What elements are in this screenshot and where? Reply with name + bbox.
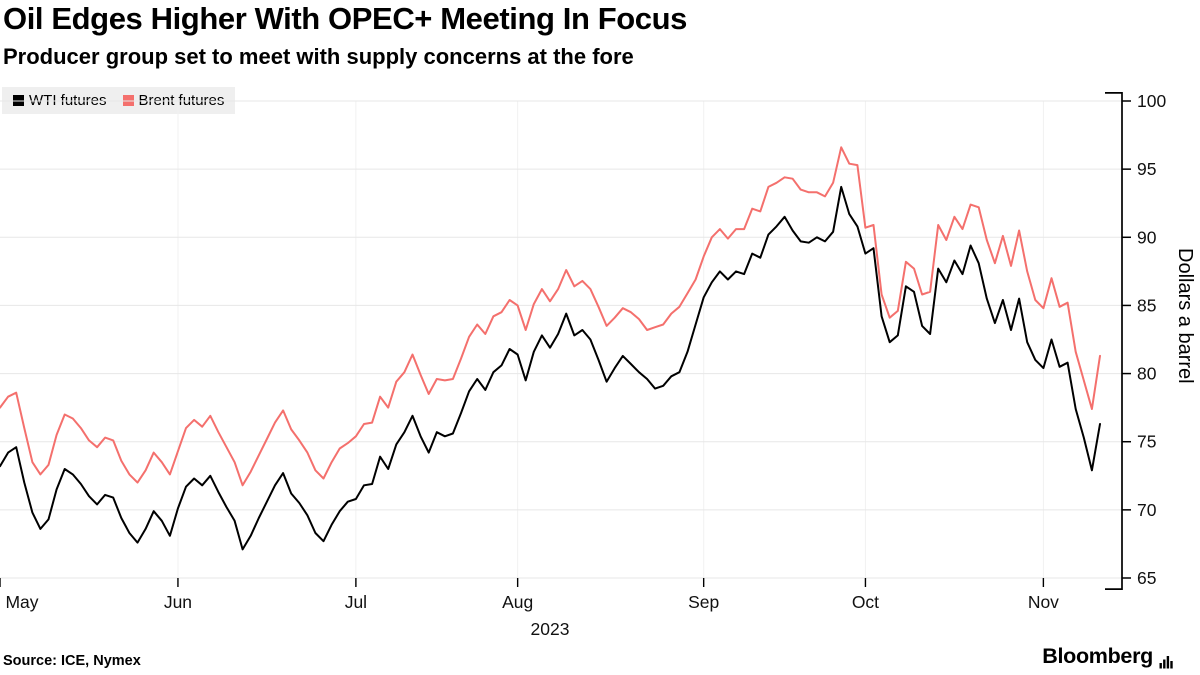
- x-tick-label: May: [5, 592, 38, 612]
- page-subtitle: Producer group set to meet with supply c…: [3, 44, 634, 69]
- x-tick-label: Jul: [345, 592, 367, 612]
- y-axis-title: Dollars a barrel: [1174, 248, 1196, 384]
- source-note: Source: ICE, Nymex: [3, 653, 141, 669]
- price-chart: 65 70 75 80 85 90 95 100 May Jun Jul Aug Sep Oct Nov 20…: [0, 91, 1166, 639]
- page-title: Oil Edges Higher With OPEC+ Meeting In F…: [3, 1, 688, 36]
- y-tick-label: 90: [1137, 227, 1157, 247]
- y-tick-label: 65: [1137, 568, 1156, 588]
- x-tick-label: Nov: [1028, 592, 1059, 612]
- bloomberg-chart-icon: [1159, 656, 1173, 669]
- y-tick-label: 70: [1137, 500, 1157, 520]
- y-tick-label: 75: [1137, 432, 1156, 452]
- series-line-brent-futures: [0, 146, 1101, 487]
- series-line-wti-futures: [0, 185, 1101, 551]
- x-tick-label: Aug: [502, 592, 533, 612]
- x-tick-label: Jun: [164, 592, 192, 612]
- y-tick-label: 80: [1137, 364, 1157, 384]
- x-tick-label: Sep: [688, 592, 719, 612]
- y-tick-label: 100: [1137, 91, 1166, 111]
- x-tick-label: Oct: [852, 592, 879, 612]
- y-tick-label: 95: [1137, 159, 1156, 179]
- bloomberg-wordmark: Bloomberg: [1042, 644, 1153, 668]
- x-axis-year-label: 2023: [531, 619, 570, 639]
- bloomberg-logo: Bloomberg: [1042, 644, 1174, 669]
- y-tick-label: 85: [1137, 295, 1156, 315]
